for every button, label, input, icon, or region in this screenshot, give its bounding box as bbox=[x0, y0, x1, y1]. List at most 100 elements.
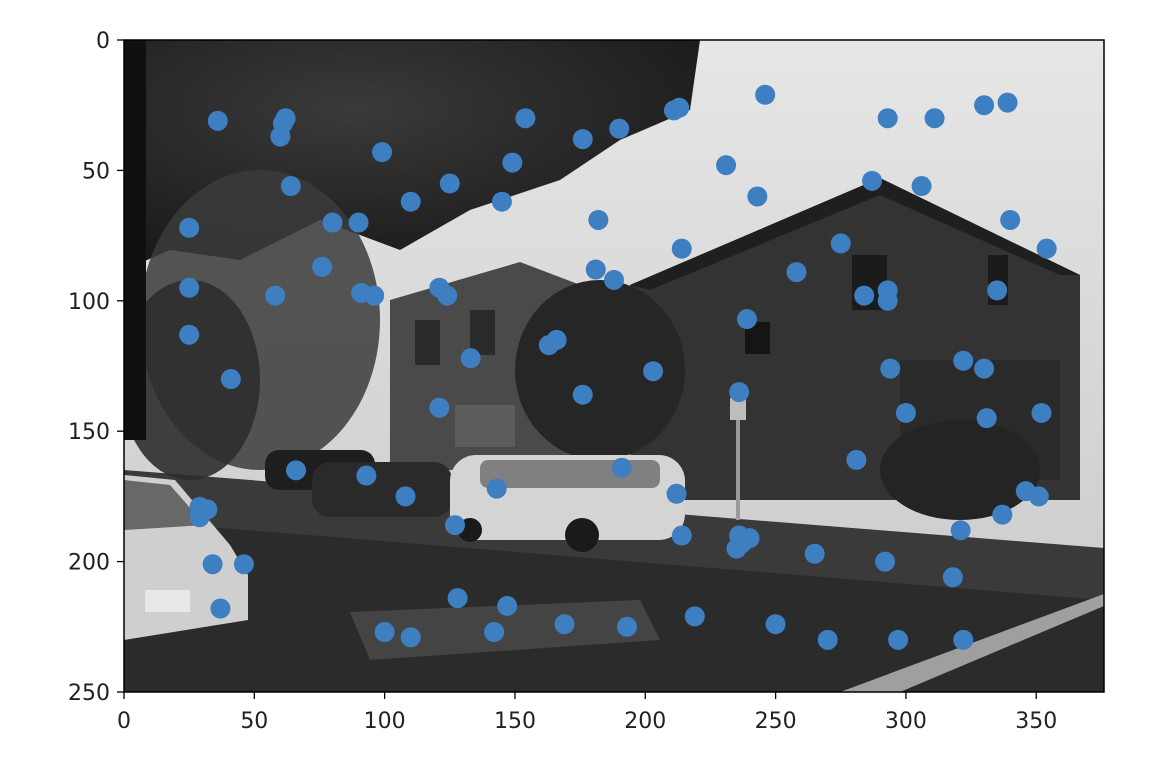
scatter-point bbox=[189, 507, 210, 528]
y-tick-label: 250 bbox=[68, 681, 110, 706]
scatter-point bbox=[491, 191, 512, 212]
scatter-point bbox=[736, 309, 757, 330]
scatter-point bbox=[888, 629, 909, 650]
scatter-point bbox=[1036, 238, 1057, 259]
x-axis: 0 50 100 150 200 250 300 350 bbox=[117, 692, 1057, 734]
scatter-point bbox=[400, 627, 421, 648]
scatter-point bbox=[643, 361, 664, 382]
scatter-point bbox=[179, 277, 200, 298]
scatter-point bbox=[747, 186, 768, 207]
scatter-point bbox=[437, 285, 458, 306]
scatter-point bbox=[877, 290, 898, 311]
y-tick-label: 100 bbox=[68, 290, 110, 315]
scatter-point bbox=[895, 402, 916, 423]
scatter-point bbox=[997, 92, 1018, 113]
scatter-point bbox=[716, 155, 737, 176]
scatter-point bbox=[804, 543, 825, 564]
scatter-point bbox=[210, 598, 231, 619]
scatter-point bbox=[233, 554, 254, 575]
scatter-point bbox=[830, 233, 851, 254]
x-tick-label: 300 bbox=[885, 709, 927, 734]
x-tick-label: 100 bbox=[364, 709, 406, 734]
scatter-point bbox=[179, 217, 200, 238]
scatter-point bbox=[765, 614, 786, 635]
scatter-point bbox=[515, 108, 536, 129]
scatter-point bbox=[429, 397, 450, 418]
scatter-point bbox=[974, 358, 995, 379]
scatter-point bbox=[974, 95, 995, 116]
scatter-point bbox=[207, 110, 228, 131]
scatter-point bbox=[486, 478, 507, 499]
x-tick-label: 0 bbox=[117, 709, 131, 734]
scatter-point bbox=[395, 486, 416, 507]
scatter-point bbox=[374, 622, 395, 643]
scatter-point bbox=[846, 449, 867, 470]
scatter-point bbox=[447, 588, 468, 609]
scatter-point bbox=[286, 460, 307, 481]
scatter-point bbox=[924, 108, 945, 129]
scatter-point bbox=[220, 369, 241, 390]
y-tick-label: 200 bbox=[68, 551, 110, 576]
scatter-point bbox=[348, 212, 369, 233]
scatter-point bbox=[729, 382, 750, 403]
scatter-point bbox=[911, 176, 932, 197]
scatter-point bbox=[445, 515, 466, 536]
scatter-point bbox=[372, 142, 393, 163]
axes-frame bbox=[123, 39, 1105, 693]
scatter-point bbox=[817, 629, 838, 650]
scatter-point bbox=[755, 84, 776, 105]
scatter-point bbox=[880, 358, 901, 379]
x-tick-label: 250 bbox=[755, 709, 797, 734]
x-tick-label: 200 bbox=[624, 709, 666, 734]
scatter-point bbox=[400, 191, 421, 212]
scatter-point bbox=[987, 280, 1008, 301]
scatter-point bbox=[617, 616, 638, 637]
scatter-point bbox=[942, 567, 963, 588]
scatter-point bbox=[992, 504, 1013, 525]
scatter-point bbox=[604, 269, 624, 290]
y-tick-label: 0 bbox=[96, 29, 110, 54]
scatter-point bbox=[875, 551, 896, 572]
scatter-point bbox=[364, 285, 385, 306]
scatter-point bbox=[862, 170, 883, 191]
scatter-point bbox=[609, 118, 630, 139]
scatter-point bbox=[497, 595, 518, 616]
scatter-point bbox=[588, 209, 609, 230]
scatter-point bbox=[572, 384, 593, 405]
x-tick-label: 350 bbox=[1015, 709, 1057, 734]
scatter-point bbox=[322, 212, 343, 233]
scatter-point bbox=[312, 256, 333, 277]
scatter-point bbox=[502, 152, 523, 173]
scatter-point bbox=[572, 129, 593, 150]
scatter-point bbox=[671, 238, 692, 259]
scatter-point bbox=[953, 350, 974, 371]
scatter-point bbox=[179, 324, 200, 345]
scatter-point bbox=[684, 606, 705, 627]
scatter-point bbox=[546, 329, 567, 350]
scatter-point bbox=[786, 262, 807, 283]
y-axis: 0 50 100 150 200 250 bbox=[68, 29, 124, 706]
scatter-point bbox=[270, 126, 291, 147]
scatter-point bbox=[585, 259, 606, 280]
x-tick-label: 150 bbox=[494, 709, 536, 734]
scatter-point bbox=[1000, 209, 1021, 230]
scatter-point bbox=[484, 622, 505, 643]
scatter-point bbox=[726, 538, 747, 559]
scatter-point bbox=[1028, 486, 1049, 507]
scatter-point bbox=[953, 629, 974, 650]
scatter-point bbox=[202, 554, 223, 575]
scatter-point bbox=[671, 525, 692, 546]
scatter-point bbox=[280, 176, 301, 197]
scatter-point bbox=[666, 483, 687, 504]
scatter-point bbox=[554, 614, 575, 635]
scatter-point bbox=[439, 173, 460, 194]
scatter-point bbox=[611, 457, 632, 478]
scatter-point bbox=[460, 348, 481, 369]
x-tick-label: 50 bbox=[240, 709, 268, 734]
scatter-point bbox=[976, 408, 997, 429]
scatter-point bbox=[356, 465, 377, 486]
scatter-point bbox=[950, 520, 971, 541]
scatter-point bbox=[877, 108, 898, 129]
scatter-point bbox=[1031, 402, 1052, 423]
